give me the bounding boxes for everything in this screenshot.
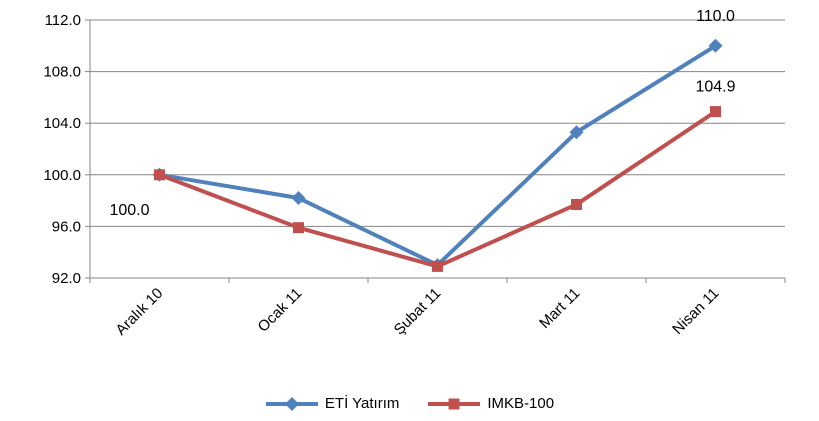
data-point	[569, 125, 584, 140]
data-point	[571, 198, 582, 210]
legend-item: ETİ Yatırım	[265, 395, 399, 412]
y-tick-label: 104.0	[43, 115, 81, 132]
y-tick-label: 100.0	[43, 167, 81, 184]
x-tick-label: Mart 11	[536, 285, 583, 332]
y-tick-label: 92.0	[52, 270, 81, 287]
data-labels: 100.0 110.0 104.9	[109, 8, 735, 219]
legend-label: IMKB-100	[487, 395, 555, 412]
x-tick-label: Şubat 11	[391, 285, 445, 339]
data-label: 100.0	[109, 202, 149, 219]
data-point	[710, 106, 721, 118]
data-point	[293, 222, 304, 234]
x-tick-label: Aralık 10	[112, 285, 166, 339]
data-label: 110.0	[696, 8, 735, 25]
data-point	[432, 260, 443, 272]
axes	[85, 19, 786, 283]
legend-label: ETİ Yatırım	[324, 395, 400, 412]
legend-item: IMKB-100	[427, 395, 554, 412]
gridlines	[90, 19, 785, 227]
x-axis-ticks: Aralık 10 Ocak 11 Şubat 11 Mart 11 Nisan 11	[112, 285, 722, 339]
chart: 92.0 96.0 100.0 104.0 108.0 112.0 Aralık 10 Oc…	[43, 8, 786, 339]
series-group	[152, 38, 723, 273]
data-point	[291, 191, 306, 206]
legend: ETİ Yatırım IMKB-100	[0, 395, 819, 412]
y-tick-label: 112.0	[45, 12, 81, 29]
data-point	[708, 38, 723, 53]
data-point	[154, 169, 165, 181]
data-label: 104.9	[695, 79, 735, 96]
y-tick-label: 96.0	[52, 218, 81, 235]
y-axis-ticks: 92.0 96.0 100.0 104.0 108.0 112.0	[43, 12, 81, 287]
legend-diamond-swatch	[265, 396, 318, 411]
x-tick-label: Ocak 11	[255, 285, 306, 336]
y-tick-label: 108.0	[43, 64, 81, 81]
x-tick-label: Nisan 11	[669, 285, 722, 338]
legend-square-swatch	[428, 398, 481, 409]
series-line	[157, 43, 718, 268]
